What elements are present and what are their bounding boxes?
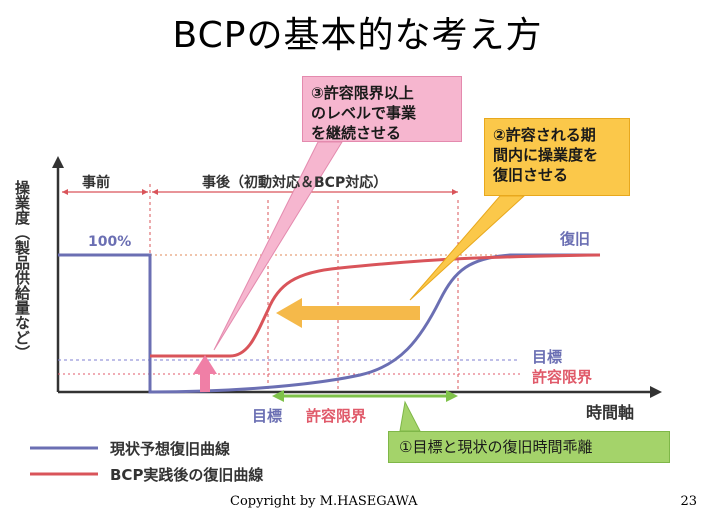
- green-callout-pointer: [399, 400, 421, 432]
- phase-before-label: 事前: [82, 174, 110, 191]
- page-number: 23: [680, 494, 697, 509]
- current-recovery-curve: [58, 253, 600, 394]
- callout-3-line-3: を継続させる: [311, 124, 402, 142]
- x-axis-arrowhead: [650, 386, 662, 398]
- pink-up-arrow: [193, 355, 217, 392]
- orange-left-arrow-head: [276, 298, 302, 328]
- x-axis-label: 時間軸: [586, 403, 634, 422]
- recovery-label: 復旧: [559, 230, 590, 248]
- legend-current-label: 現状予想復旧曲線: [110, 440, 230, 458]
- legend-bcp-label: BCP実践後の復旧曲線: [110, 466, 263, 484]
- orange-callout-pointer: [409, 195, 526, 301]
- callout-2-line-3: 復旧させる: [493, 166, 569, 184]
- phase-after-label: 事後（初動対応＆BCP対応）: [202, 174, 387, 191]
- copyright: Copyright by M.HASEGAWA: [230, 494, 418, 509]
- level-100-label: 100%: [88, 234, 131, 250]
- orange-left-arrow-shaft: [300, 306, 420, 320]
- callout-time-gap: ①目標と現状の復旧時間乖離: [388, 431, 670, 463]
- tolerance-level-label: 許容限界: [532, 368, 592, 386]
- pink-callout-pointer: [213, 141, 343, 351]
- callout-recover-in-time: ②許容される期 間内に操業度を 復旧させる: [484, 118, 630, 196]
- y-axis-arrowhead: [52, 156, 64, 168]
- y-axis-label: 操業度（製品供給量など）: [13, 179, 31, 360]
- target-time-label: 目標: [252, 407, 282, 425]
- bcp-recovery-curve: [150, 253, 601, 358]
- target-level-label: 目標: [532, 348, 562, 366]
- callout-3-line-2: のレベルで事業: [311, 104, 417, 122]
- callout-continue-business: ③許容限界以上 のレベルで事業 を継続させる: [302, 76, 462, 142]
- tolerance-time-label: 許容限界: [306, 407, 366, 425]
- slide-title: BCPの基本的な考え方: [172, 15, 543, 56]
- callout-3-line-1: ③許容限界以上: [311, 84, 414, 102]
- callout-2-line-2: 間内に操業度を: [493, 146, 599, 164]
- callout-2-line-1: ②許容される期: [493, 126, 596, 144]
